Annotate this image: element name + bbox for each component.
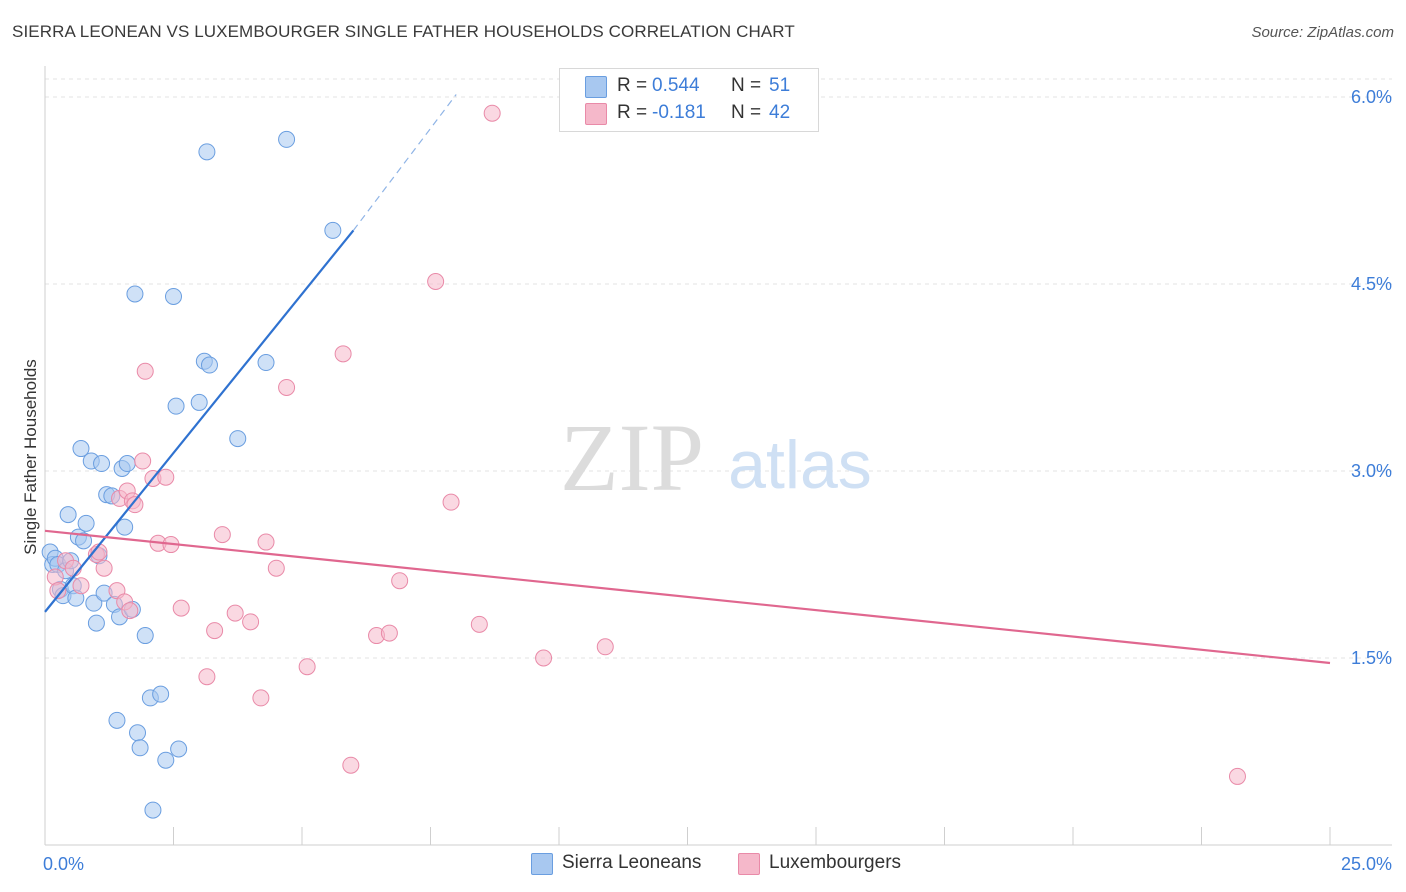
data-point-luxembourger [72,577,90,595]
legend-label: Sierra Leoneans [562,852,702,873]
watermark-atlas: atlas [728,427,872,503]
y-tick-label: 6.0% [1351,87,1392,107]
data-point-sierra-leonean [75,532,93,550]
tick-labels: 1.5% 3.0% 4.5% 6.0% 0.0% 25.0% [43,87,1392,874]
source-label: Source: ZipAtlas.com [1251,24,1394,41]
data-point-luxembourger [46,568,64,586]
data-point-luxembourger [334,345,352,363]
data-point-sierra-leonean [85,594,103,612]
data-point-luxembourger [172,599,190,617]
data-point-luxembourger [49,582,67,600]
data-point-luxembourger [1228,767,1246,785]
r-value: 0.544 [652,75,700,96]
data-point-sierra-leonean [165,287,182,305]
data-point-luxembourger [126,496,144,514]
data-point-sierra-leonean [126,285,144,303]
legend-swatch-blue [585,76,607,98]
data-point-sierra-leonean [129,724,147,742]
axes [44,66,1392,846]
data-point-luxembourger [535,649,553,667]
data-point-sierra-leonean [72,440,90,458]
data-point-sierra-leonean [116,518,134,536]
data-point-sierra-leonean [198,143,216,161]
data-point-luxembourger [391,572,409,590]
data-point-luxembourger [206,622,224,640]
grid [45,78,1392,659]
y-tick-label: 3.0% [1351,461,1392,481]
legend-label: Luxembourgers [769,852,902,873]
trend-lines [44,94,1331,665]
data-point-sierra-leonean [324,221,342,239]
data-point-sierra-leonean [77,514,95,532]
y-tick-label: 1.5% [1351,648,1392,668]
watermark: ZIP atlas [560,404,872,511]
data-point-sierra-leonean [136,627,154,645]
data-point-sierra-leonean [144,801,162,819]
y-tick-label: 4.5% [1351,274,1392,294]
data-point-luxembourger [242,613,260,631]
data-point-sierra-leonean [131,739,149,757]
x-tick-label: 25.0% [1341,854,1392,874]
data-point-luxembourger [198,668,216,686]
n-label: N = [731,75,762,96]
data-point-luxembourger [427,273,445,291]
data-point-luxembourger [442,493,460,511]
n-value: 51 [769,75,791,96]
data-point-sierra-leonean [152,685,170,703]
data-point-sierra-leonean [167,397,185,415]
legend-swatch-pink [738,853,760,875]
data-point-luxembourger [483,104,501,122]
legend-swatch-pink [585,103,607,125]
chart-title: SIERRA LEONEAN VS LUXEMBOURGER SINGLE FA… [12,22,795,41]
legend-swatch-blue [531,853,553,875]
data-point-luxembourger [298,658,316,676]
n-label: N = [731,102,762,123]
data-point-sierra-leonean [200,356,218,374]
watermark-zip: ZIP [560,404,704,511]
data-point-sierra-leonean [87,614,105,632]
data-point-luxembourger [267,559,285,577]
data-point-luxembourger [95,559,113,577]
trend-line-extension [352,94,457,231]
data-point-luxembourger [213,526,231,544]
trend-line-luxembourgers [44,529,1331,665]
data-point-sierra-leonean [93,455,111,473]
data-point-luxembourger [596,638,614,656]
r-label: R = [617,75,648,96]
data-point-sierra-leonean [190,393,208,411]
data-point-luxembourger [342,756,360,774]
data-point-luxembourger [252,689,270,707]
data-point-sierra-leonean [118,455,136,473]
data-point-sierra-leonean [170,740,188,758]
x-tick-label: 0.0% [43,854,84,874]
data-point-luxembourger [134,452,152,470]
data-point-sierra-leonean [59,506,77,524]
data-point-sierra-leonean [229,430,247,448]
r-label: R = [617,102,648,123]
data-point-sierra-leonean [257,354,275,372]
data-point-luxembourger [278,378,296,396]
data-point-luxembourger [157,468,175,486]
y-axis-label: Single Father Households [21,359,40,555]
n-value: 42 [769,102,791,123]
data-point-sierra-leonean [157,751,175,769]
correlation-legend: R = 0.544 N = 51 R = -0.181 N = 42 [559,68,819,132]
data-point-luxembourger [257,533,275,551]
data-point-luxembourger [121,602,139,620]
data-point-luxembourger [380,624,398,642]
data-point-sierra-leonean [278,130,296,148]
data-point-sierra-leonean [108,711,126,729]
r-value: -0.181 [652,102,706,123]
data-point-luxembourger [470,615,488,633]
data-point-luxembourger [136,362,154,380]
trend-line-sierra-leoneans [44,229,355,613]
data-point-luxembourger [226,604,244,622]
